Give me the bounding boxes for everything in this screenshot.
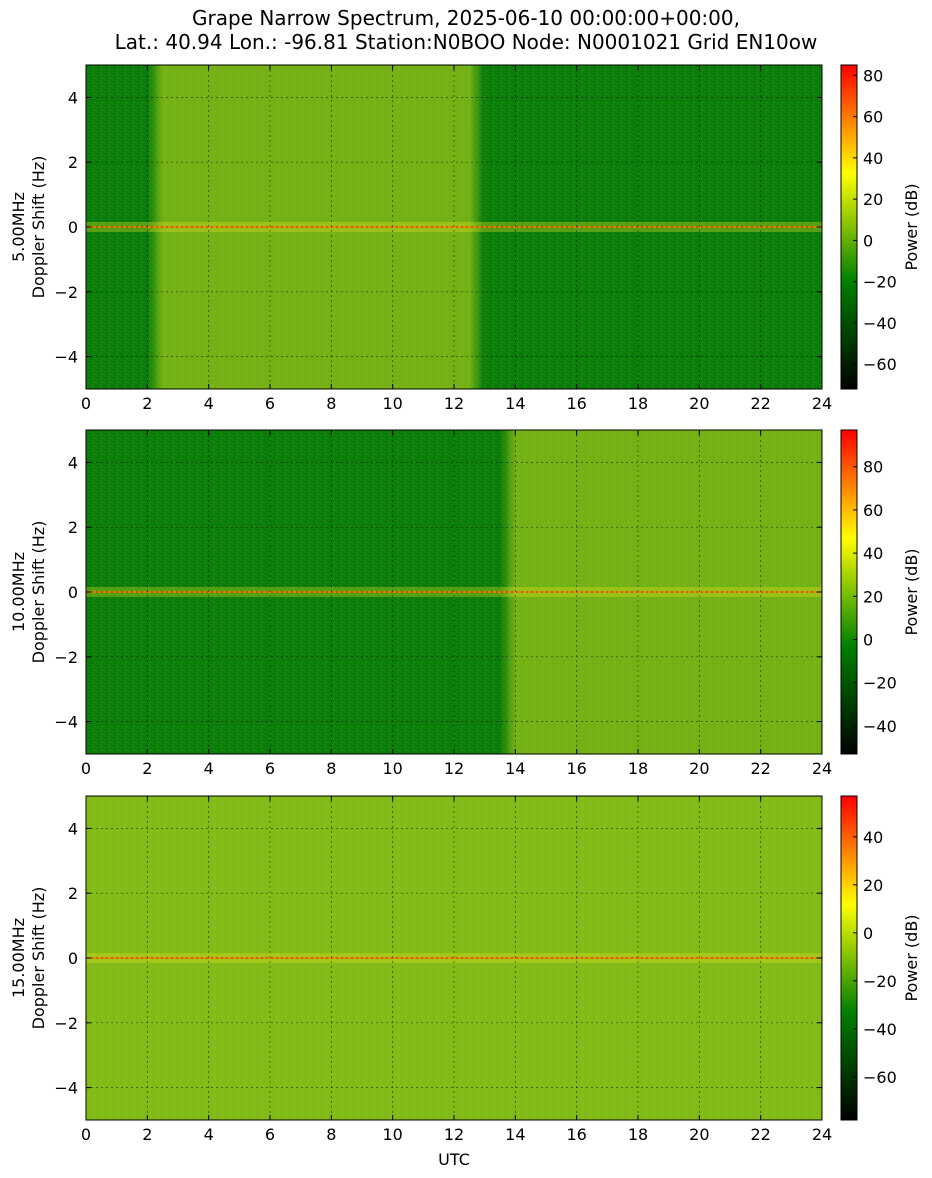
y-tick-label: 4 bbox=[68, 819, 78, 838]
colorbar-tick-label: −20 bbox=[863, 972, 897, 991]
y-axis-label-line-1: 5.00MHz bbox=[9, 192, 28, 262]
x-tick-label: 22 bbox=[750, 1125, 770, 1144]
x-tick-label: 8 bbox=[326, 759, 336, 778]
x-tick-label: 16 bbox=[566, 759, 586, 778]
y-tick-label: 0 bbox=[68, 583, 78, 602]
x-tick-label: 4 bbox=[204, 759, 214, 778]
x-tick-label: 4 bbox=[204, 394, 214, 413]
x-tick-label: 16 bbox=[566, 1125, 586, 1144]
x-tick-label: 12 bbox=[444, 394, 464, 413]
y-axis-label-line-2: Doppler Shift (Hz) bbox=[29, 521, 48, 664]
x-tick-label: 8 bbox=[326, 394, 336, 413]
x-tick-label: 16 bbox=[566, 394, 586, 413]
colorbar-tick-label: −40 bbox=[863, 314, 897, 333]
x-tick-label: 4 bbox=[204, 1125, 214, 1144]
x-tick-label: 14 bbox=[505, 759, 525, 778]
colorbar-tick-label: 80 bbox=[863, 66, 883, 85]
x-axis-label: UTC bbox=[438, 1150, 470, 1169]
y-tick-label: 2 bbox=[68, 884, 78, 903]
x-tick-label: 14 bbox=[505, 394, 525, 413]
colorbar-tick-label: 60 bbox=[863, 501, 883, 520]
colorbar-tick-label: 0 bbox=[863, 231, 873, 250]
colorbar-tick-label: 40 bbox=[863, 149, 883, 168]
x-tick-label: 10 bbox=[382, 759, 402, 778]
y-axis-label-line-2: Doppler Shift (Hz) bbox=[29, 887, 48, 1030]
x-tick-label: 2 bbox=[142, 1125, 152, 1144]
x-tick-label: 20 bbox=[689, 394, 709, 413]
colorbar-tick-label: −40 bbox=[863, 717, 897, 736]
y-tick-label: 4 bbox=[68, 453, 78, 472]
x-tick-label: 22 bbox=[750, 759, 770, 778]
x-tick-label: 8 bbox=[326, 1125, 336, 1144]
x-tick-label: 24 bbox=[812, 1125, 832, 1144]
x-tick-label: 2 bbox=[142, 759, 152, 778]
x-tick-label: 0 bbox=[81, 1125, 91, 1144]
colorbar-tick-label: −60 bbox=[863, 1068, 897, 1087]
colorbar-tick-label: 0 bbox=[863, 924, 873, 943]
figure-title-line-2: Lat.: 40.94 Lon.: -96.81 Station:N0BOO N… bbox=[114, 30, 818, 54]
y-axis-label-line-2: Doppler Shift (Hz) bbox=[29, 156, 48, 299]
colorbar-label: Power (dB) bbox=[902, 548, 921, 635]
x-tick-label: 6 bbox=[265, 759, 275, 778]
colorbar-tick-label: 0 bbox=[863, 631, 873, 650]
x-tick-label: 12 bbox=[444, 759, 464, 778]
colorbar-tick-label: 80 bbox=[863, 458, 883, 477]
x-tick-label: 2 bbox=[142, 394, 152, 413]
y-tick-label: 2 bbox=[68, 518, 78, 537]
y-tick-label: −2 bbox=[54, 1014, 78, 1033]
x-tick-label: 24 bbox=[812, 759, 832, 778]
x-tick-label: 24 bbox=[812, 394, 832, 413]
x-tick-label: 10 bbox=[382, 394, 402, 413]
y-tick-label: −4 bbox=[54, 1079, 78, 1098]
colorbar bbox=[840, 429, 858, 755]
y-tick-label: −2 bbox=[54, 283, 78, 302]
colorbar-tick-label: −20 bbox=[863, 674, 897, 693]
colorbar-tick-label: 60 bbox=[863, 108, 883, 127]
colorbar bbox=[840, 64, 858, 390]
x-tick-label: 20 bbox=[689, 759, 709, 778]
colorbar-tick-label: 40 bbox=[863, 544, 883, 563]
x-tick-label: 12 bbox=[444, 1125, 464, 1144]
x-tick-label: 22 bbox=[750, 394, 770, 413]
x-tick-label: 18 bbox=[628, 394, 648, 413]
y-tick-label: 0 bbox=[68, 949, 78, 968]
colorbar-label: Power (dB) bbox=[902, 183, 921, 270]
y-axis-label-line-1: 10.00MHz bbox=[9, 552, 28, 632]
x-tick-label: 6 bbox=[265, 1125, 275, 1144]
x-tick-label: 20 bbox=[689, 1125, 709, 1144]
colorbar-tick-label: −20 bbox=[863, 273, 897, 292]
colorbar-tick-label: −60 bbox=[863, 355, 897, 374]
y-tick-label: 2 bbox=[68, 153, 78, 172]
y-tick-label: −4 bbox=[54, 348, 78, 367]
colorbar-tick-label: 20 bbox=[863, 587, 883, 606]
colorbar-tick-label: −40 bbox=[863, 1020, 897, 1039]
x-tick-label: 14 bbox=[505, 1125, 525, 1144]
y-tick-label: 0 bbox=[68, 218, 78, 237]
x-tick-label: 0 bbox=[81, 394, 91, 413]
colorbar bbox=[840, 795, 858, 1121]
x-tick-label: 10 bbox=[382, 1125, 402, 1144]
colorbar-tick-label: 20 bbox=[863, 190, 883, 209]
x-tick-label: 18 bbox=[628, 1125, 648, 1144]
y-tick-label: −2 bbox=[54, 648, 78, 667]
colorbar-label: Power (dB) bbox=[902, 914, 921, 1001]
x-tick-label: 6 bbox=[265, 394, 275, 413]
figure-title-line-1: Grape Narrow Spectrum, 2025-06-10 00:00:… bbox=[192, 6, 740, 30]
colorbar-tick-label: 40 bbox=[863, 828, 883, 847]
x-tick-label: 18 bbox=[628, 759, 648, 778]
y-axis-label-line-1: 15.00MHz bbox=[9, 918, 28, 998]
y-tick-label: 4 bbox=[68, 88, 78, 107]
x-tick-label: 0 bbox=[81, 759, 91, 778]
colorbar-tick-label: 20 bbox=[863, 876, 883, 895]
y-tick-label: −4 bbox=[54, 713, 78, 732]
